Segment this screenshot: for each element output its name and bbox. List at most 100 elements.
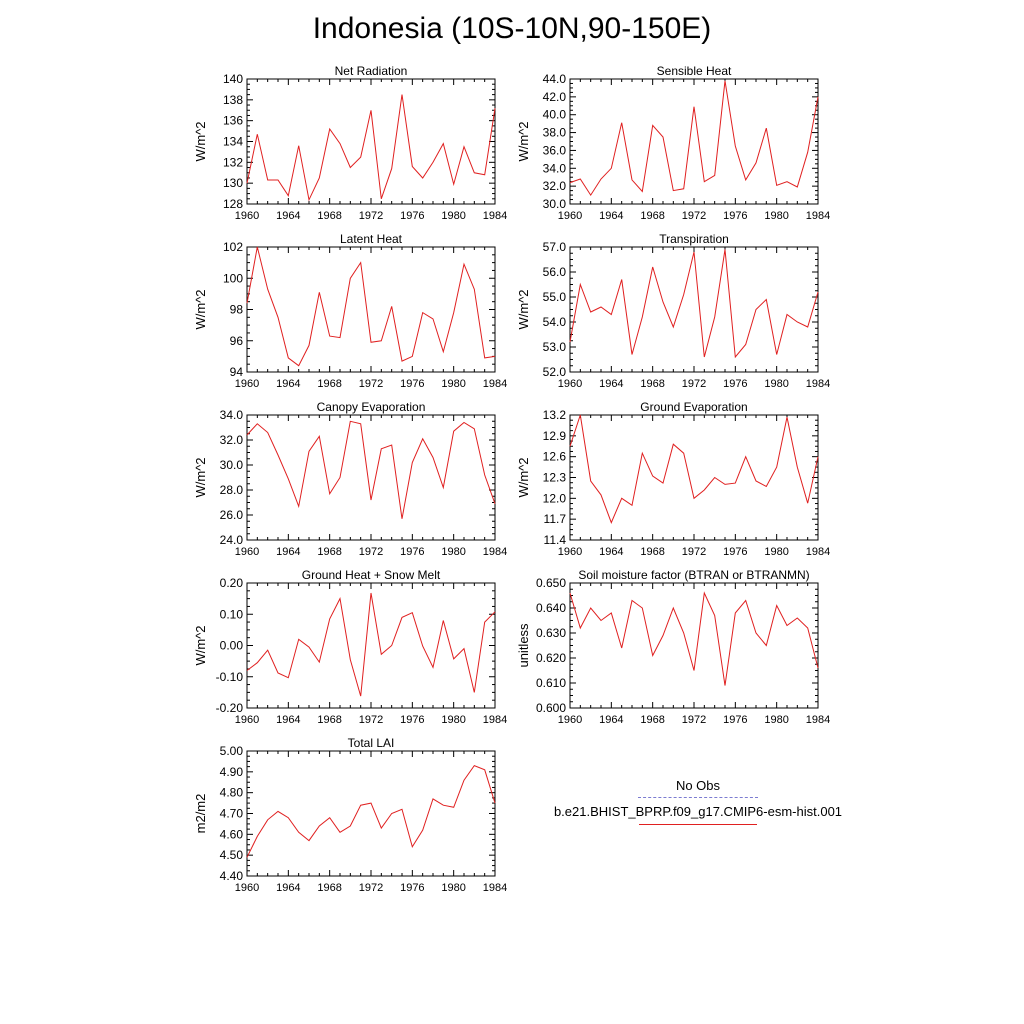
x-tick-label: 1980 [441,714,465,726]
y-axis-label: m2/m2 [193,794,208,834]
x-tick-label: 1968 [317,378,341,390]
plot-frame [246,750,496,877]
x-tick-label: 1972 [359,546,383,558]
y-tick-label: 12.9 [543,429,567,443]
x-tick-label: 1984 [483,882,507,894]
x-tick-label: 1968 [640,714,664,726]
panel-title: Canopy Evaporation [317,400,426,414]
series-line [246,592,496,697]
y-tick-label: 0.610 [536,676,566,690]
y-tick-label: 32.0 [543,179,567,193]
y-tick-label: 0.00 [220,639,244,653]
plot-frame [246,414,496,541]
y-tick-label: 0.650 [536,576,566,590]
panel-8: Soil moisture factor (BTRAN or BTRANMN) u… [516,568,830,726]
y-tick-label: 12.6 [543,450,567,464]
y-tick-label: 128 [223,197,243,211]
x-tick-label: 1980 [441,546,465,558]
x-tick-label: 1972 [682,378,706,390]
series-line [246,764,496,858]
panel-title: Ground Evaporation [640,400,747,414]
panel-7: Ground Heat + Snow Melt W/m^2 1960 1964 1968… [193,568,507,726]
panel-4: Transpiration W/m^2 1960 1964 1968 1972 1976 19… [516,232,830,390]
y-tick-label: 4.90 [220,765,244,779]
x-tick-label: 1960 [235,546,259,558]
y-tick-label: 44.0 [543,72,567,86]
legend-obs-label: No Obs [675,778,721,793]
x-tick-label: 1984 [806,546,830,558]
x-tick-label: 1960 [558,546,582,558]
y-tick-label: 102 [223,240,243,254]
series-line [246,94,496,202]
x-tick-label: 1984 [483,714,507,726]
y-tick-label: 96 [230,334,244,348]
x-tick-label: 1972 [359,210,383,222]
y-tick-label: 11.4 [544,533,567,547]
panel-3: Latent Heat W/m^2 1960 1964 1968 1972 1976 1980… [193,232,507,390]
y-tick-label: 0.600 [536,701,566,715]
y-tick-label: 140 [223,72,243,86]
x-tick-label: 1968 [317,546,341,558]
x-tick-label: 1968 [640,210,664,222]
legend-obs-swatch [638,797,758,798]
x-tick-label: 1960 [558,210,582,222]
y-tick-label: -0.10 [216,670,244,684]
x-tick-label: 1976 [723,378,747,390]
plot-frame [246,246,496,373]
y-tick-label: 38.0 [543,126,567,140]
x-tick-label: 1972 [682,546,706,558]
y-tick-label: 136 [223,114,243,128]
y-axis-label: W/m^2 [193,457,208,497]
series-line [569,80,819,197]
y-axis-label: W/m^2 [516,289,531,329]
series-line [569,249,819,359]
plot-frame [569,582,819,709]
y-axis-label: W/m^2 [193,289,208,329]
y-tick-label: 130 [223,176,243,190]
y-tick-label: 100 [223,271,243,285]
y-tick-label: -0.20 [216,701,244,715]
x-tick-label: 1984 [483,378,507,390]
x-tick-label: 1964 [276,714,300,726]
x-tick-label: 1968 [640,546,664,558]
panel-2: Sensible Heat W/m^2 1960 1964 1968 1972 1976 19… [516,64,830,222]
panel-title: Soil moisture factor (BTRAN or BTRANMN) [578,568,809,582]
x-tick-label: 1968 [640,378,664,390]
y-axis-label: W/m^2 [516,121,531,161]
y-tick-label: 32.0 [220,433,244,447]
x-tick-label: 1980 [764,378,788,390]
y-tick-label: 57.0 [543,240,567,254]
y-tick-label: 54.0 [543,315,567,329]
x-tick-label: 1980 [764,210,788,222]
x-tick-label: 1972 [359,378,383,390]
panel-title: Net Radiation [335,64,408,78]
y-tick-label: 53.0 [543,340,567,354]
y-axis-label: W/m^2 [193,625,208,665]
plot-frame [569,246,819,373]
y-tick-label: 36.0 [543,143,567,157]
y-tick-label: 55.0 [543,290,567,304]
series-line [246,420,496,519]
x-tick-label: 1984 [806,210,830,222]
y-tick-label: 0.630 [536,626,566,640]
x-tick-label: 1964 [276,882,300,894]
y-tick-label: 34.0 [220,408,244,422]
x-tick-label: 1980 [441,378,465,390]
series-line [569,591,819,686]
y-tick-label: 132 [223,155,243,169]
x-tick-label: 1964 [599,546,623,558]
x-tick-label: 1968 [317,210,341,222]
x-tick-label: 1984 [483,210,507,222]
panel-1: Net Radiation W/m^2 1960 1964 1968 1972 1976 19… [193,64,507,222]
y-tick-label: 12.0 [543,491,567,505]
y-tick-label: 4.60 [220,827,244,841]
panel-6: Ground Evaporation W/m^2 1960 1964 1968 1972 1… [516,400,830,558]
plot-frame [246,78,496,205]
panel-title: Total LAI [348,736,395,750]
y-tick-label: 4.40 [220,869,244,883]
y-tick-label: 11.7 [544,512,567,526]
y-tick-label: 0.620 [536,651,566,665]
y-tick-label: 0.20 [220,576,244,590]
y-tick-label: 0.10 [220,607,244,621]
